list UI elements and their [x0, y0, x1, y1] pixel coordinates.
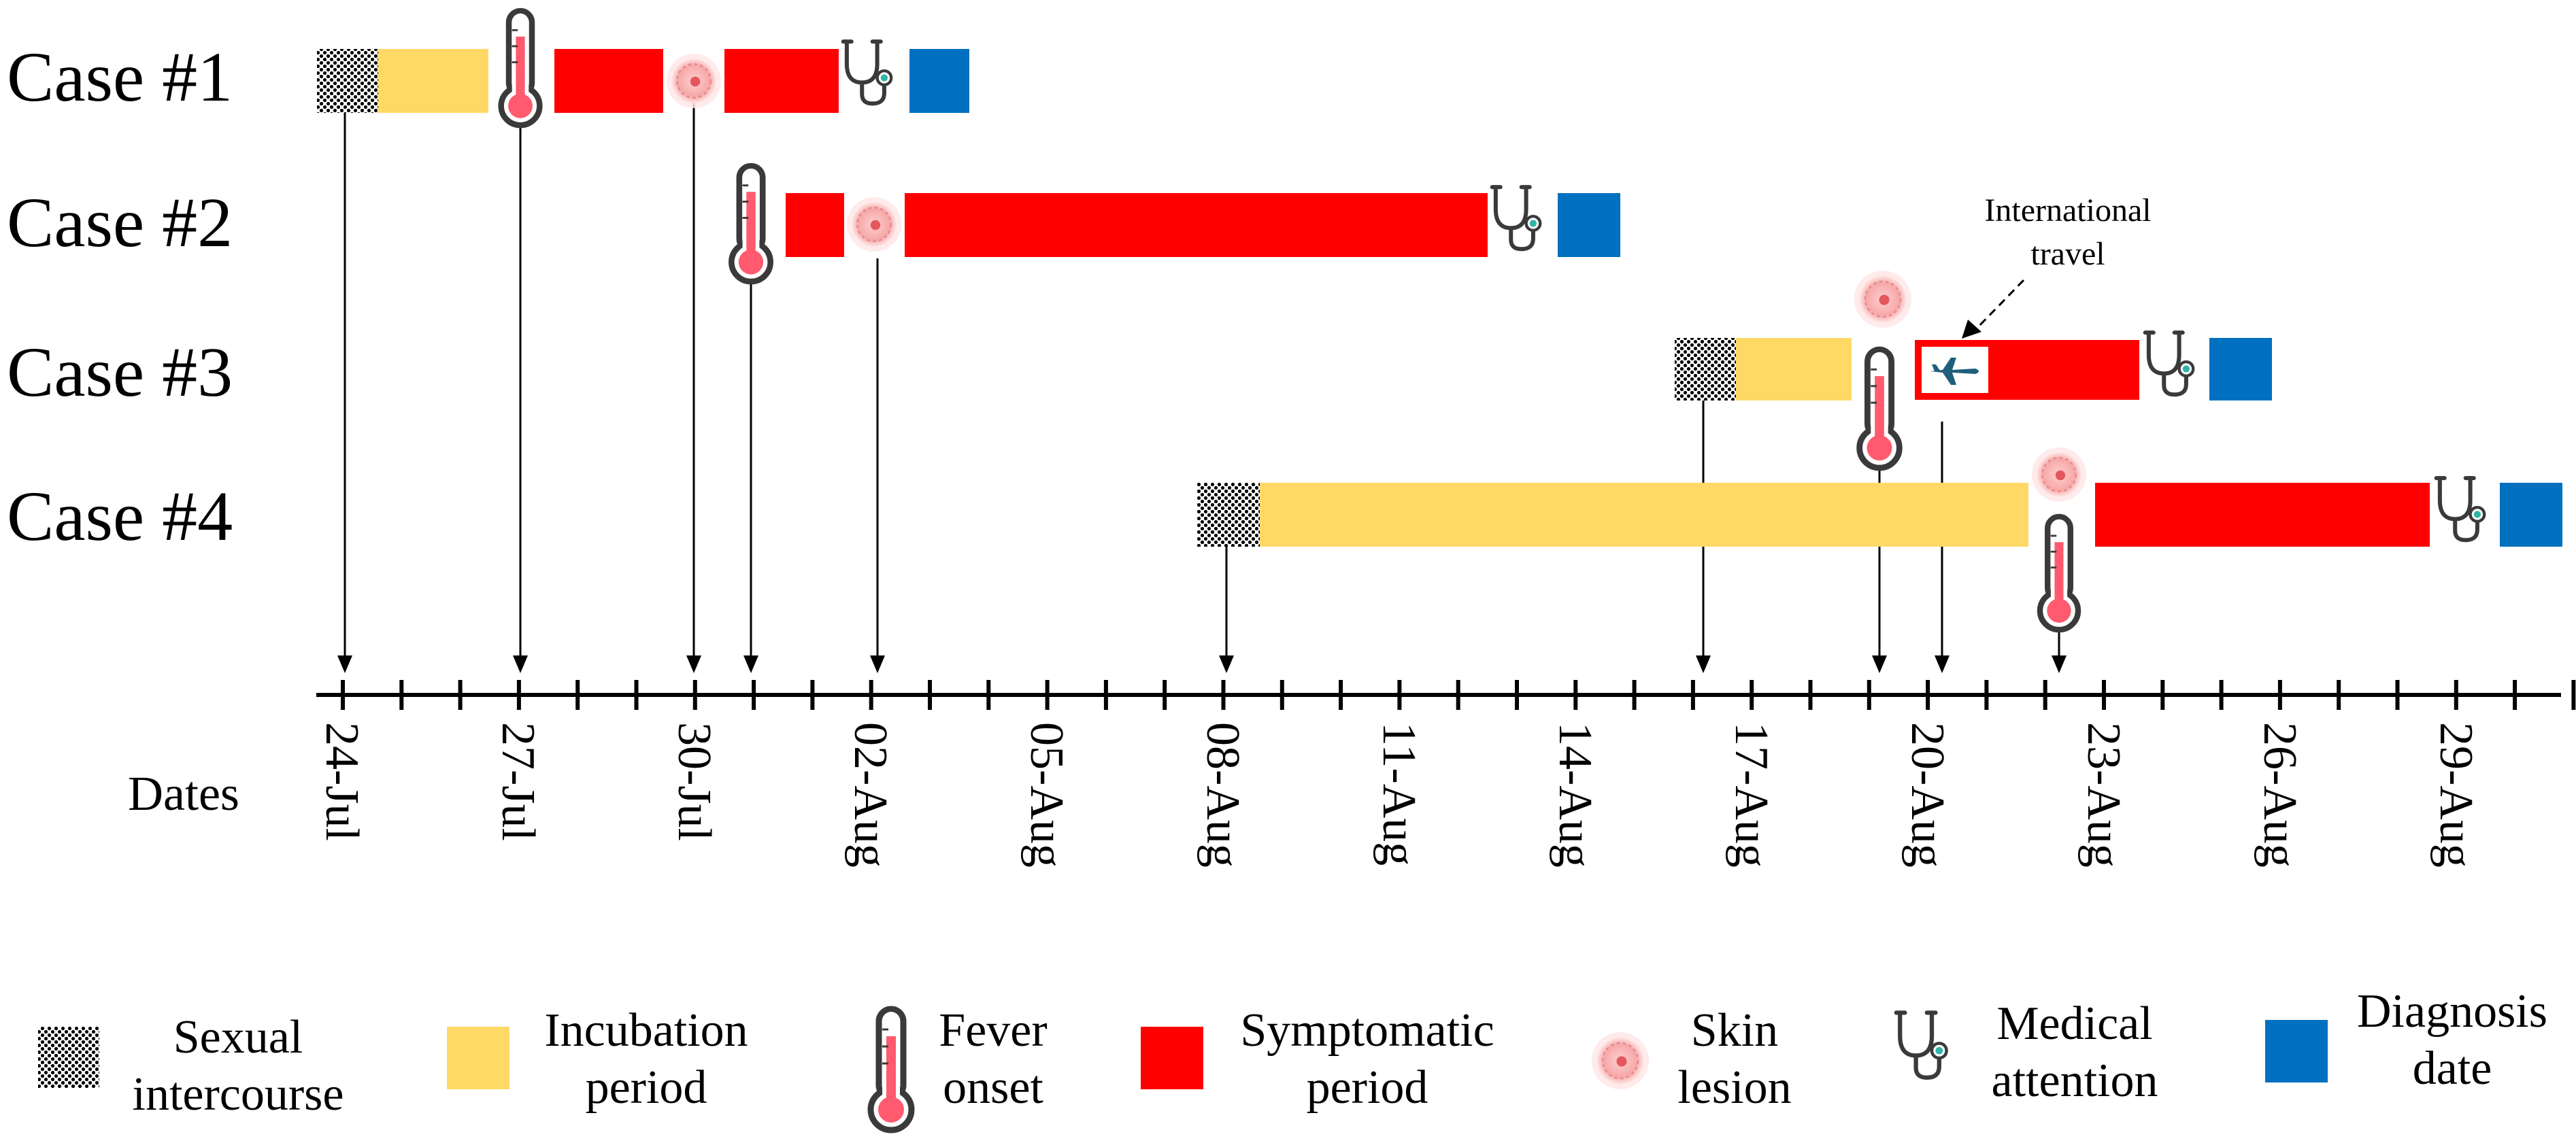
- legend-skin-line1: Skin: [1690, 1004, 1779, 1057]
- legend-sexual-line1: Sexual: [173, 1011, 303, 1063]
- case3-skin-lesion-icon: [1854, 271, 1911, 328]
- legend-fever-line1: Fever: [939, 1004, 1048, 1057]
- arrow-case3-travel-head: [1935, 655, 1950, 673]
- legend-incubation-swatch: [447, 1027, 509, 1089]
- arrow-case1-lesion-head: [686, 655, 701, 673]
- legend-diagnosis-text: Diagnosis date: [2340, 983, 2564, 1097]
- legend-layer: [38, 1006, 2328, 1133]
- legend-incubation-text: Incubation period: [517, 1002, 775, 1116]
- legend-diagnosis-line1: Diagnosis: [2357, 985, 2547, 1038]
- legend-medical-line1: Medical: [1996, 997, 2153, 1050]
- legend-sexual-line2: intercourse: [132, 1068, 344, 1121]
- legend-sexual-text: Sexual intercourse: [122, 1009, 354, 1123]
- case4-fever-icon: [2037, 513, 2081, 633]
- arrow-case4-fever-head: [2052, 655, 2067, 673]
- case1-fever-icon: [498, 7, 543, 129]
- case2-diagnosis-box: [1558, 193, 1620, 257]
- case-3-label: Case #3: [7, 333, 233, 411]
- date-tick-label: 02-Aug: [844, 722, 897, 868]
- arrow-case3-fever-head: [1872, 655, 1887, 673]
- arrow-case2-fever-head: [743, 655, 758, 673]
- case3-sexual-box: [1675, 338, 1736, 400]
- case4-skin-lesion-icon: [2032, 447, 2086, 502]
- date-tick-label: 11-Aug: [1373, 722, 1425, 866]
- legend-symptomatic-line2: period: [1306, 1061, 1428, 1114]
- note-line-1: International: [1984, 192, 2152, 228]
- case-2-label: Case #2: [7, 184, 233, 262]
- case1-sexual-box: [317, 49, 378, 113]
- arrow-case1-fever-head: [513, 655, 528, 673]
- date-tick-label: 08-Aug: [1197, 722, 1249, 868]
- case1-incubation-bar: [378, 49, 488, 113]
- legend-symptomatic-text: Symptomatic period: [1211, 1002, 1524, 1116]
- arrow-case4-sexual-head: [1219, 655, 1234, 673]
- legend-incubation-line1: Incubation: [544, 1004, 748, 1057]
- international-travel-note: International travel: [1959, 189, 2177, 276]
- note-line-2: travel: [2030, 236, 2105, 272]
- case-4-label: Case #4: [7, 477, 233, 556]
- date-tick-label: 30-Jul: [668, 722, 720, 841]
- date-tick-label: 27-Jul: [492, 722, 544, 841]
- case3-stethoscope-icon: [2143, 330, 2195, 397]
- date-tick-label: 24-Jul: [316, 722, 368, 841]
- legend-medical-text: Medical attention: [1959, 995, 2190, 1110]
- case2-fever-icon: [729, 163, 773, 285]
- case3-diagnosis-box: [2209, 338, 2272, 400]
- legend-incubation-line2: period: [585, 1061, 707, 1114]
- legend-skin-text: Skin lesion: [1660, 1002, 1809, 1116]
- legend-diagnosis-line2: date: [2412, 1042, 2492, 1095]
- case4-incubation-bar: [1260, 483, 2028, 547]
- case2-stethoscope-icon: [1490, 185, 1542, 252]
- date-tick-label: 23-Aug: [2077, 722, 2130, 868]
- case1-symptomatic-bar-a: [554, 49, 663, 113]
- case4-sexual-box: [1197, 483, 1260, 547]
- case4-symptomatic-bar: [2095, 483, 2430, 547]
- date-tick-label: 17-Aug: [1725, 722, 1777, 868]
- case1-diagnosis-box: [909, 49, 969, 113]
- travel-dashed-arrow-head: [1962, 320, 1981, 339]
- case2-skin-lesion-icon: [847, 197, 901, 252]
- date-tick-label: 20-Aug: [1901, 722, 1954, 868]
- case3-fever-icon: [1856, 346, 1903, 471]
- legend-skin-line2: lesion: [1677, 1061, 1792, 1114]
- case4-stethoscope-icon: [2434, 476, 2486, 543]
- date-tick-label: 29-Aug: [2430, 722, 2482, 868]
- legend-symptomatic-line1: Symptomatic: [1240, 1004, 1494, 1057]
- legend-diagnosis-swatch: [2265, 1020, 2328, 1082]
- case1-skin-lesion-icon: [667, 54, 721, 108]
- bars-layer: [317, 49, 2562, 547]
- arrow-case2-lesion-head: [870, 655, 885, 673]
- case1-stethoscope-icon: [841, 39, 893, 106]
- legend-fever-text: Fever onset: [911, 1002, 1075, 1116]
- case2-symptomatic-bar-a: [786, 193, 844, 257]
- case4-diagnosis-box: [2500, 483, 2562, 547]
- case-1-label: Case #1: [7, 38, 233, 116]
- legend-skin-lesion-icon: [1592, 1032, 1649, 1089]
- legend-fever-icon: [867, 1006, 915, 1133]
- travel-dashed-arrow: [1975, 279, 2025, 330]
- date-tick-label: 05-Aug: [1020, 722, 1073, 868]
- case2-symptomatic-bar-b: [905, 193, 1488, 257]
- date-tick-label: 26-Aug: [2254, 722, 2306, 868]
- arrow-case3-sexual-head: [1696, 655, 1711, 673]
- axis-layer: 24-Jul 27-Jul 30-Jul 02-Aug 05-Aug 08-Aug 11-A…: [316, 680, 2576, 868]
- case3-plane-icon: [1930, 358, 1979, 385]
- arrow-case1-sexual-head: [337, 655, 352, 673]
- legend-medical-line2: attention: [1991, 1055, 2158, 1107]
- case1-symptomatic-bar-b: [724, 49, 839, 113]
- legend-symptomatic-swatch: [1141, 1027, 1203, 1089]
- legend-fever-line2: onset: [943, 1061, 1043, 1114]
- date-tick-label: 14-Aug: [1549, 722, 1601, 868]
- axis-title: Dates: [128, 766, 239, 821]
- case3-incubation-bar: [1736, 338, 1852, 400]
- legend-stethoscope-icon: [1894, 1010, 1948, 1080]
- icons-layer: [498, 7, 2486, 633]
- legend-sexual-swatch: [38, 1027, 99, 1088]
